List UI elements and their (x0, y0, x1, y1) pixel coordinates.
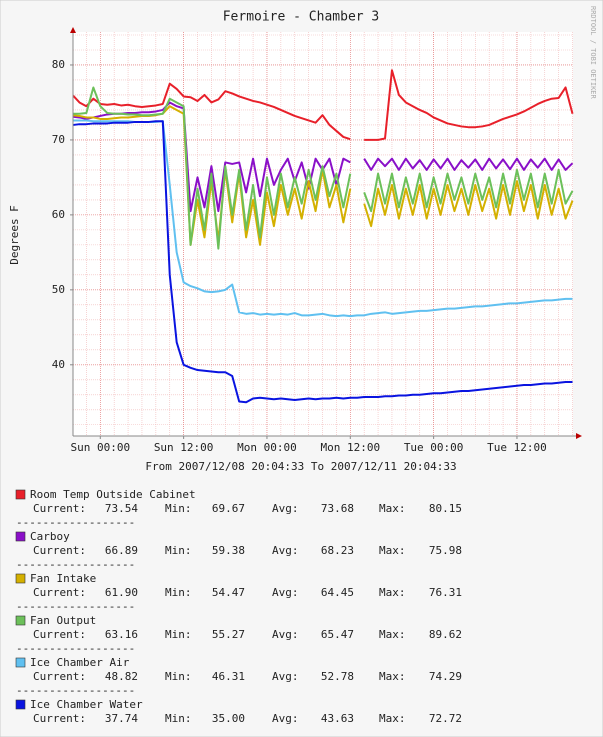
y-tick-label: 50 (52, 283, 65, 296)
x-tick-label: Tue 00:00 (404, 441, 464, 454)
y-tick-label: 60 (52, 208, 65, 221)
legend-label: Ice Chamber Water (30, 698, 143, 711)
legend-swatch (15, 489, 26, 500)
stat-value: 65.47 (321, 628, 354, 641)
stat-label: Current: (33, 502, 86, 515)
stat-label: Avg: (272, 502, 299, 515)
x-tick-label: Tue 12:00 (487, 441, 547, 454)
lines (72, 69, 574, 404)
stat-value: 59.38 (212, 544, 245, 557)
stat-label: Avg: (272, 586, 299, 599)
y-tick-label: 40 (52, 358, 65, 371)
stat-label: Max: (379, 670, 406, 683)
legend-label: Fan Output (30, 614, 96, 627)
stat-label: Max: (379, 628, 406, 641)
stat-label: Min: (165, 586, 192, 599)
legend-separator: ------------------ (16, 516, 135, 529)
stat-value: 75.98 (429, 544, 462, 557)
legend-label: Ice Chamber Air (30, 656, 130, 669)
legend-separator: ------------------ (16, 558, 135, 571)
stat-value: 80.15 (429, 502, 462, 515)
stat-label: Avg: (272, 628, 299, 641)
stat-value: 74.29 (429, 670, 462, 683)
stat-value: 64.45 (321, 586, 354, 599)
legend-swatch (15, 531, 26, 542)
stat-value: 76.31 (429, 586, 462, 599)
legend-swatch (15, 615, 26, 626)
stat-value: 73.68 (321, 502, 354, 515)
x-tick-label: Sun 12:00 (154, 441, 214, 454)
series-line (73, 120, 573, 404)
x-tick-label: Sun 00:00 (70, 441, 130, 454)
legend-separator: ------------------ (16, 600, 135, 613)
grid (70, 32, 573, 439)
series-line (73, 86, 574, 250)
stat-label: Current: (33, 544, 86, 557)
stat-label: Min: (165, 544, 192, 557)
legend-swatch (15, 699, 26, 710)
watermark: RRDTOOL / TOBI OETIKER (589, 6, 597, 100)
stat-label: Min: (165, 670, 192, 683)
stat-value: 61.90 (105, 586, 138, 599)
stat-label: Current: (33, 586, 86, 599)
stat-label: Current: (33, 712, 86, 725)
stat-label: Max: (379, 712, 406, 725)
series-line (72, 69, 574, 141)
y-axis-arrow (70, 27, 76, 33)
stat-value: 55.27 (212, 628, 245, 641)
stat-value: 46.31 (212, 670, 245, 683)
stat-value: 35.00 (212, 712, 245, 725)
y-tick-label: 70 (52, 133, 65, 146)
y-tick-label: 80 (52, 58, 65, 71)
stat-label: Min: (165, 502, 192, 515)
stat-label: Current: (33, 670, 86, 683)
stat-value: 43.63 (321, 712, 354, 725)
stat-value: 72.72 (429, 712, 462, 725)
legend-label: Room Temp Outside Cabinet (30, 488, 196, 501)
legend-swatch (15, 657, 26, 668)
y-axis-label: Degrees F (8, 205, 21, 265)
stat-label: Current: (33, 628, 86, 641)
x-axis-arrow (576, 433, 582, 439)
stat-label: Min: (165, 712, 192, 725)
stat-value: 37.74 (105, 712, 138, 725)
stat-value: 54.47 (212, 586, 245, 599)
legend-separator: ------------------ (16, 684, 135, 697)
stat-value: 73.54 (105, 502, 138, 515)
stat-label: Max: (379, 544, 406, 557)
stat-label: Avg: (272, 670, 299, 683)
stat-value: 66.89 (105, 544, 138, 557)
legend-label: Carboy (30, 530, 70, 543)
stat-value: 68.23 (321, 544, 354, 557)
stat-value: 48.82 (105, 670, 138, 683)
stat-value: 52.78 (321, 670, 354, 683)
chart-subtitle: From 2007/12/08 20:04:33 To 2007/12/11 2… (145, 460, 456, 473)
legend-swatch (15, 573, 26, 584)
chart-title: Fermoire - Chamber 3 (223, 10, 380, 25)
stat-label: Min: (165, 628, 192, 641)
x-tick-label: Mon 12:00 (320, 441, 380, 454)
stat-label: Avg: (272, 712, 299, 725)
stat-value: 89.62 (429, 628, 462, 641)
stat-value: 69.67 (212, 502, 245, 515)
x-tick-label: Mon 00:00 (237, 441, 297, 454)
plot-area (73, 32, 573, 436)
legend-separator: ------------------ (16, 642, 135, 655)
legend-label: Fan Intake (30, 572, 96, 585)
stat-value: 63.16 (105, 628, 138, 641)
stat-label: Max: (379, 502, 406, 515)
stat-label: Avg: (272, 544, 299, 557)
stat-label: Max: (379, 586, 406, 599)
